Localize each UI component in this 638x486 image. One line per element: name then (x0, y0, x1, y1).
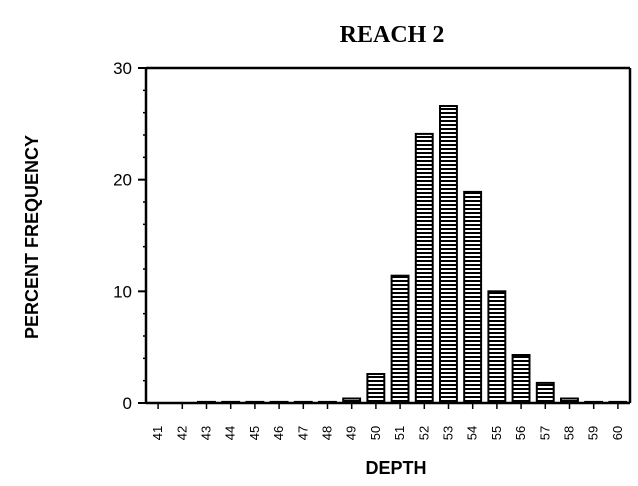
x-tick-label-53: 53 (441, 426, 456, 440)
y-tick-label-20: 20 (113, 171, 132, 190)
bar-56 (511, 354, 531, 404)
x-tick-label-43: 43 (199, 426, 214, 440)
x-tick-label-50: 50 (368, 426, 383, 440)
x-tick-label-44: 44 (223, 426, 238, 440)
y-tick-label-10: 10 (113, 282, 132, 301)
y-axis-label: PERCENT FREQUENCY (22, 135, 42, 339)
x-tick-label-56: 56 (513, 426, 528, 440)
x-tick-label-54: 54 (465, 426, 480, 440)
bar-51 (390, 274, 410, 405)
bar-52 (414, 132, 434, 404)
y-tick-label-0: 0 (123, 394, 132, 413)
x-tick-label-47: 47 (295, 426, 310, 440)
x-tick-label-52: 52 (416, 426, 431, 440)
x-tick-label-55: 55 (489, 426, 504, 440)
plot-area: 0 10 20 30 41 42 43 44 45 46 47 48 49 50 51 52 53 54 55 56 5… (113, 59, 632, 440)
x-tick-label-41: 41 (150, 426, 165, 440)
bar-50 (366, 373, 386, 404)
chart-title: REACH 2 (340, 22, 445, 48)
x-tick-label-48: 48 (320, 426, 335, 440)
x-tick-label-45: 45 (247, 426, 262, 440)
x-tick-label-60: 60 (610, 426, 625, 440)
x-tick-label-51: 51 (392, 426, 407, 440)
x-tick-label-46: 46 (271, 426, 286, 440)
x-tick-label-57: 57 (537, 426, 552, 440)
bar-55 (487, 290, 507, 404)
bar-57 (535, 381, 555, 404)
x-tick-label-59: 59 (586, 426, 601, 440)
y-tick-label-30: 30 (113, 59, 132, 78)
x-tick-label-58: 58 (562, 426, 577, 440)
x-tick-label-42: 42 (174, 426, 189, 440)
x-tick-label-49: 49 (344, 426, 359, 440)
bar-54 (463, 190, 483, 404)
bar-53 (439, 105, 458, 404)
x-axis-label: DEPTH (365, 458, 426, 478)
